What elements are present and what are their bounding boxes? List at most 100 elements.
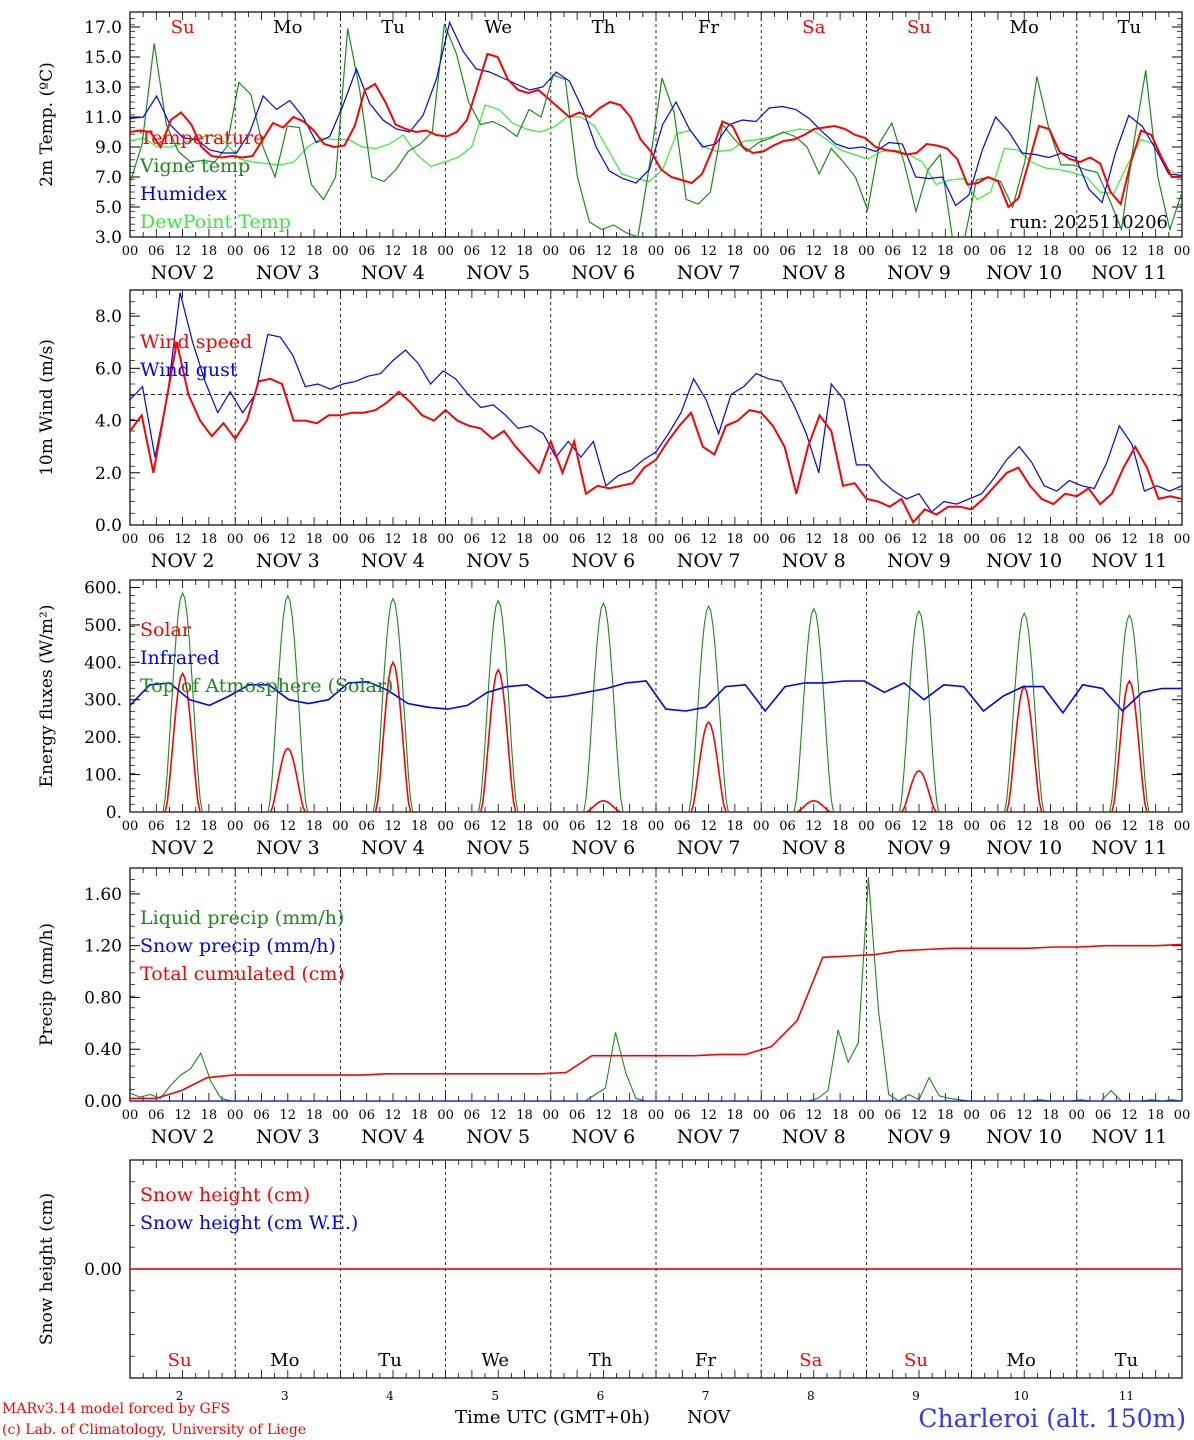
hour-tick-label: 12: [174, 244, 191, 259]
hour-tick-label: 12: [1121, 244, 1138, 259]
weekday-label: Mo: [1010, 17, 1039, 38]
hour-tick-label: 12: [1121, 819, 1138, 834]
month-label: NOV: [687, 1407, 731, 1428]
hour-tick-label: 12: [911, 1108, 928, 1123]
hour-tick-label: 18: [306, 819, 323, 834]
solar-line: [130, 660, 1182, 812]
y-tick-label: 1.60: [84, 885, 122, 905]
hour-tick-label: 00: [963, 244, 980, 259]
hour-tick-label: 00: [1174, 1108, 1191, 1123]
hour-tick-label: 00: [437, 244, 454, 259]
hour-tick-label: 18: [411, 1108, 428, 1123]
hour-tick-label: 18: [621, 1108, 638, 1123]
date-label: NOV 10: [986, 837, 1062, 859]
hour-tick-label: 12: [280, 819, 297, 834]
y-tick-label: 9.0: [95, 138, 122, 158]
date-label: NOV 3: [256, 550, 320, 572]
hour-tick-label: 18: [306, 244, 323, 259]
hour-tick-label: 12: [174, 532, 191, 547]
hour-tick-label: 06: [990, 244, 1007, 259]
weekday-label: Th: [592, 17, 616, 38]
y-tick-label: 13.0: [84, 78, 122, 98]
hour-tick-label: 18: [621, 244, 638, 259]
date-label: NOV 6: [572, 550, 636, 572]
hour-tick-label: 12: [385, 532, 402, 547]
day-number-label: 3: [281, 1389, 289, 1403]
date-label: NOV 5: [466, 262, 530, 284]
hour-tick-label: 06: [148, 244, 165, 259]
date-label: NOV 5: [466, 837, 530, 859]
hour-tick-label: 12: [806, 532, 823, 547]
weekday-label: Su: [907, 17, 931, 38]
lab-credit: (c) Lab. of Climatology, University of L…: [2, 1422, 306, 1438]
y-tick-label: 6.0: [95, 359, 122, 379]
hour-tick-label: 06: [148, 1108, 165, 1123]
date-label: NOV 7: [677, 262, 741, 284]
y-axis-label: 10m Wind (m/s): [37, 339, 57, 476]
hour-tick-label: 18: [1147, 1108, 1164, 1123]
date-label: NOV 2: [151, 262, 215, 284]
hour-tick-label: 12: [280, 1108, 297, 1123]
weekday-label: We: [481, 1350, 509, 1371]
hour-tick-label: 18: [937, 1108, 954, 1123]
hour-tick-label: 06: [148, 532, 165, 547]
hour-tick-label: 06: [990, 819, 1007, 834]
hour-tick-label: 18: [832, 244, 849, 259]
cumulated-line: [130, 943, 1182, 1100]
day-number-label: 4: [386, 1389, 394, 1403]
hour-tick-label: 12: [806, 244, 823, 259]
hour-tick-label: 06: [990, 532, 1007, 547]
hour-tick-label: 00: [227, 819, 244, 834]
hour-tick-label: 00: [648, 819, 665, 834]
hour-tick-label: 00: [122, 1108, 139, 1123]
run-annotation: run: 2025110206: [1010, 212, 1168, 233]
hour-tick-label: 00: [648, 244, 665, 259]
hour-tick-label: 00: [543, 244, 560, 259]
hour-tick-label: 18: [306, 1108, 323, 1123]
hour-tick-label: 12: [490, 819, 507, 834]
day-number-label: 10: [1014, 1389, 1029, 1403]
hour-tick-label: 12: [700, 819, 717, 834]
toa-line: [130, 591, 1182, 812]
y-tick-label: 0.00: [84, 1260, 122, 1280]
hour-tick-label: 06: [569, 1108, 586, 1123]
hour-tick-label: 06: [358, 244, 375, 259]
date-label: NOV 4: [361, 837, 425, 859]
weekday-label: Sa: [799, 1350, 822, 1371]
hour-tick-label: 00: [858, 532, 875, 547]
date-label: NOV 5: [466, 1126, 530, 1148]
hour-tick-label: 18: [516, 244, 533, 259]
hour-tick-label: 12: [385, 1108, 402, 1123]
hour-tick-label: 00: [122, 244, 139, 259]
y-tick-label: 5.0: [95, 198, 122, 218]
hour-tick-label: 06: [253, 1108, 270, 1123]
hour-tick-label: 06: [358, 819, 375, 834]
hour-tick-label: 18: [832, 532, 849, 547]
y-tick-label: 11.0: [84, 108, 122, 128]
date-label: NOV 9: [887, 837, 951, 859]
hour-tick-label: 12: [700, 532, 717, 547]
hour-tick-label: 06: [779, 819, 796, 834]
hour-tick-label: 12: [490, 1108, 507, 1123]
hour-tick-label: 12: [1016, 244, 1033, 259]
weekday-label: Tu: [1118, 17, 1142, 38]
legend-entry: Top of Atmosphere (Solar): [140, 675, 393, 697]
hour-tick-label: 12: [490, 244, 507, 259]
hour-tick-label: 00: [858, 1108, 875, 1123]
date-label: NOV 4: [361, 262, 425, 284]
hour-tick-label: 00: [227, 244, 244, 259]
hour-tick-label: 18: [1147, 244, 1164, 259]
date-label: NOV 6: [572, 262, 636, 284]
date-label: NOV 8: [782, 262, 846, 284]
hour-tick-label: 00: [437, 532, 454, 547]
hour-tick-label: 00: [332, 819, 349, 834]
series-line: [130, 23, 1182, 237]
hour-tick-label: 06: [1095, 244, 1112, 259]
hour-tick-label: 00: [122, 819, 139, 834]
weekday-label: Sa: [802, 17, 825, 38]
hour-tick-label: 06: [884, 1108, 901, 1123]
hour-tick-label: 06: [1095, 532, 1112, 547]
footer: MARv3.14 model forced by GFS (c) Lab. of…: [2, 1401, 1186, 1438]
hour-tick-label: 18: [727, 1108, 744, 1123]
